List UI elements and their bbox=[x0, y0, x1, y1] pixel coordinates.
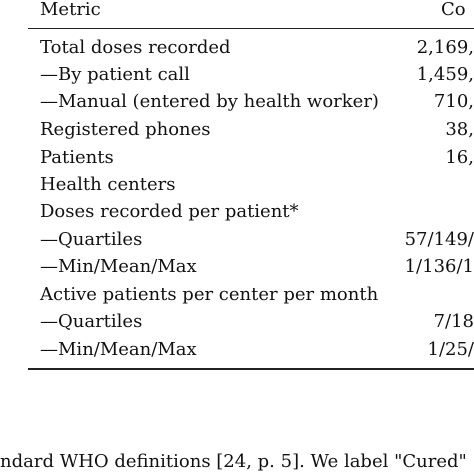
row-label: —Min/Mean/Max bbox=[40, 256, 197, 277]
row-value: 1,459, bbox=[416, 64, 474, 85]
row-label: Patients bbox=[40, 147, 114, 168]
row-label: —Quartiles bbox=[40, 229, 143, 250]
table-row: —Quartiles 7/18 bbox=[0, 308, 474, 336]
table-bottom-rule bbox=[28, 368, 474, 370]
table-row: Registered phones 38, bbox=[0, 116, 474, 144]
table-row: Doses recorded per patient* bbox=[0, 198, 474, 226]
row-label: —Manual (entered by health worker) bbox=[40, 91, 379, 112]
table-row: —Quartiles 57/149/ bbox=[0, 226, 474, 254]
row-value: 2,169, bbox=[416, 37, 474, 58]
row-value: 57/149/ bbox=[404, 229, 474, 250]
row-value: 16, bbox=[445, 147, 474, 168]
table-top-rule bbox=[28, 28, 474, 29]
row-label: Health centers bbox=[40, 174, 176, 195]
table-row: Health centers bbox=[0, 171, 474, 199]
row-value: 710, bbox=[433, 91, 474, 112]
table-header: Metric Co bbox=[0, 0, 474, 24]
row-label: —By patient call bbox=[40, 64, 190, 85]
row-value: 1/25/ bbox=[427, 339, 474, 360]
table-row: Total doses recorded 2,169, bbox=[0, 34, 474, 62]
table-row: Patients 16, bbox=[0, 144, 474, 172]
row-label: Total doses recorded bbox=[40, 37, 231, 58]
table-row: —By patient call 1,459, bbox=[0, 61, 474, 89]
table-row: Active patients per center per month bbox=[0, 281, 474, 309]
table-row: —Min/Mean/Max 1/136/1 bbox=[0, 253, 474, 281]
body-text-line: ndard WHO definitions [24, p. 5]. We lab… bbox=[0, 451, 467, 472]
row-label: Active patients per center per month bbox=[40, 284, 379, 305]
row-label: —Min/Mean/Max bbox=[40, 339, 197, 360]
row-label: —Quartiles bbox=[40, 311, 143, 332]
row-label: Registered phones bbox=[40, 119, 211, 140]
metric-column-header: Metric bbox=[40, 0, 101, 20]
table-row: —Min/Mean/Max 1/25/ bbox=[0, 336, 474, 364]
table-row: —Manual (entered by health worker) 710, bbox=[0, 88, 474, 116]
count-column-header: Co bbox=[441, 0, 466, 20]
row-value: 7/18 bbox=[433, 311, 474, 332]
row-value: 1/136/1 bbox=[404, 256, 474, 277]
row-value: 38, bbox=[445, 119, 474, 140]
row-label: Doses recorded per patient* bbox=[40, 201, 299, 222]
